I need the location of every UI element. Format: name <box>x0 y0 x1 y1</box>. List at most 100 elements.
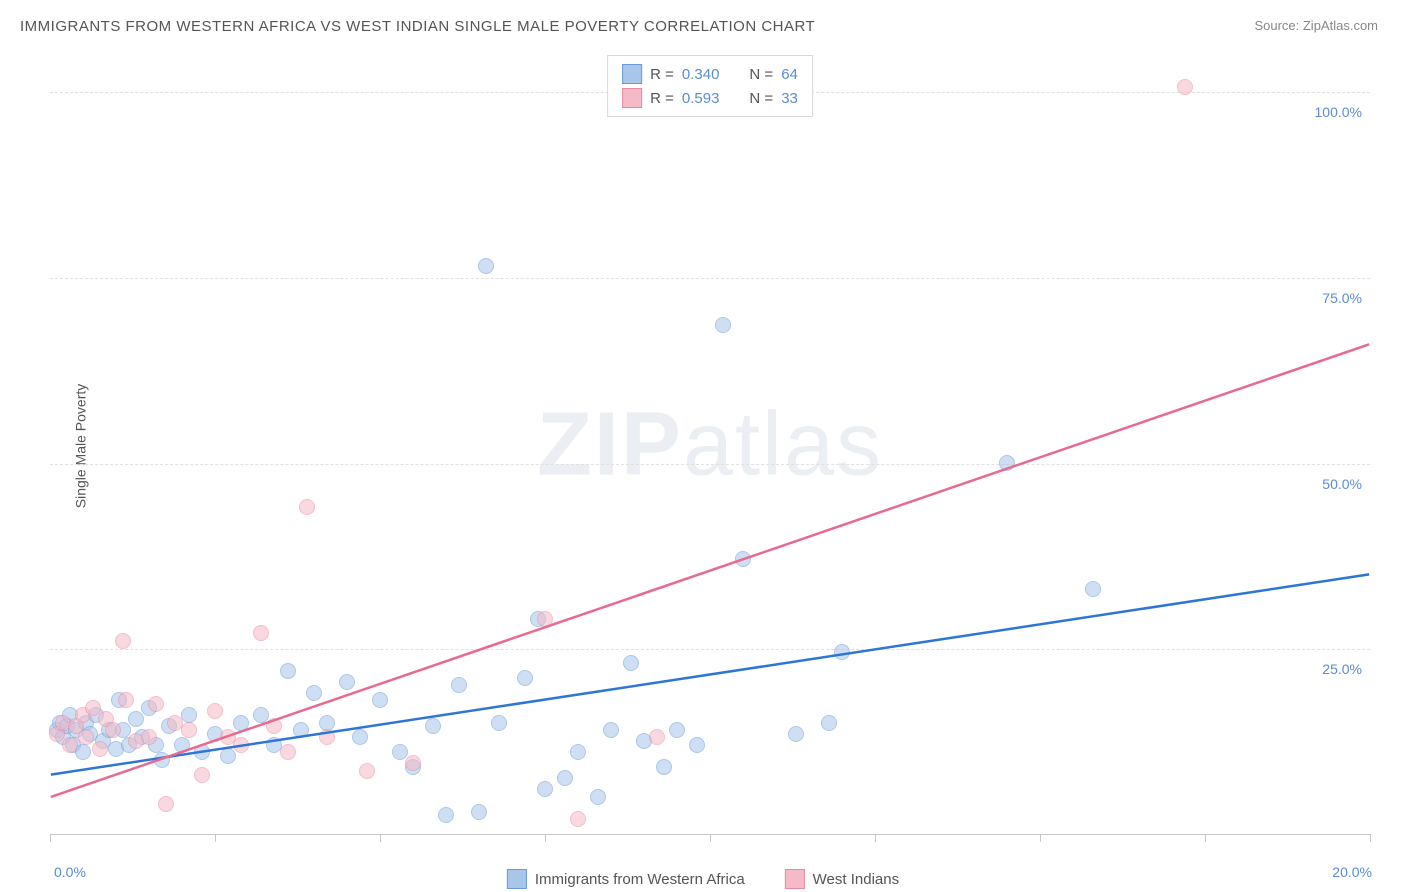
data-point <box>405 755 421 771</box>
data-point <box>537 611 553 627</box>
legend-label-2: West Indians <box>813 871 899 888</box>
data-point <box>293 722 309 738</box>
legend-n-label: N = <box>749 90 773 107</box>
data-point <box>181 722 197 738</box>
data-point <box>603 722 619 738</box>
x-tick-min: 0.0% <box>54 864 86 880</box>
gridline <box>50 464 1370 465</box>
data-point <box>233 737 249 753</box>
data-point <box>623 655 639 671</box>
legend-n-label: N = <box>749 66 773 83</box>
data-point <box>194 744 210 760</box>
data-point <box>78 729 94 745</box>
legend-item-1: Immigrants from Western Africa <box>507 869 745 889</box>
legend-n-value-1: 64 <box>781 66 798 83</box>
swatch-series1 <box>622 64 642 84</box>
data-point <box>154 752 170 768</box>
data-point <box>570 811 586 827</box>
legend-label-1: Immigrants from Western Africa <box>535 871 745 888</box>
data-point <box>148 696 164 712</box>
legend-r-label: R = <box>650 66 674 83</box>
data-point <box>174 737 190 753</box>
data-point <box>339 674 355 690</box>
x-tick <box>1370 834 1371 842</box>
data-point <box>372 692 388 708</box>
y-tick-label: 75.0% <box>1322 290 1362 306</box>
data-point <box>207 703 223 719</box>
data-point <box>105 722 121 738</box>
data-point <box>253 707 269 723</box>
gridline <box>50 649 1370 650</box>
data-point <box>141 729 157 745</box>
data-point <box>115 633 131 649</box>
data-point <box>821 715 837 731</box>
data-point <box>299 499 315 515</box>
data-point <box>233 715 249 731</box>
x-tick <box>1040 834 1041 842</box>
legend-n-value-2: 33 <box>781 90 798 107</box>
data-point <box>118 692 134 708</box>
x-tick-max: 20.0% <box>1332 864 1372 880</box>
data-point <box>451 677 467 693</box>
data-point <box>392 744 408 760</box>
data-point <box>425 718 441 734</box>
legend-correlation: R = 0.340 N = 64 R = 0.593 N = 33 <box>607 55 813 117</box>
x-tick <box>50 834 51 842</box>
data-point <box>319 715 335 731</box>
data-point <box>194 767 210 783</box>
data-point <box>834 644 850 660</box>
data-point <box>788 726 804 742</box>
x-tick <box>1205 834 1206 842</box>
data-point <box>85 700 101 716</box>
data-point <box>537 781 553 797</box>
data-point <box>557 770 573 786</box>
source-label: Source: ZipAtlas.com <box>1254 18 1378 33</box>
data-point <box>220 748 236 764</box>
data-point <box>1177 79 1193 95</box>
data-point <box>478 258 494 274</box>
data-point <box>158 796 174 812</box>
gridline <box>50 278 1370 279</box>
data-point <box>517 670 533 686</box>
data-point <box>656 759 672 775</box>
plot-area: ZIPatlas 25.0%50.0%75.0%100.0% R = 0.340… <box>50 55 1370 835</box>
data-point <box>1085 581 1101 597</box>
data-point <box>253 625 269 641</box>
data-point <box>570 744 586 760</box>
data-point <box>689 737 705 753</box>
swatch-series2-b <box>785 869 805 889</box>
data-point <box>735 551 751 567</box>
legend-row-series2: R = 0.593 N = 33 <box>622 86 798 110</box>
swatch-series1-b <box>507 869 527 889</box>
data-point <box>62 737 78 753</box>
x-tick <box>710 834 711 842</box>
legend-row-series1: R = 0.340 N = 64 <box>622 62 798 86</box>
plot-inner: 25.0%50.0%75.0%100.0% <box>50 55 1370 834</box>
data-point <box>280 663 296 679</box>
data-point <box>359 763 375 779</box>
data-point <box>280 744 296 760</box>
legend-r-label: R = <box>650 90 674 107</box>
x-tick <box>215 834 216 842</box>
chart-title: IMMIGRANTS FROM WESTERN AFRICA VS WEST I… <box>20 18 815 35</box>
x-tick <box>380 834 381 842</box>
data-point <box>491 715 507 731</box>
data-point <box>266 718 282 734</box>
x-tick <box>545 834 546 842</box>
data-point <box>92 741 108 757</box>
x-tick <box>875 834 876 842</box>
data-point <box>128 711 144 727</box>
legend-r-value-1: 0.340 <box>682 66 720 83</box>
legend-item-2: West Indians <box>785 869 899 889</box>
data-point <box>649 729 665 745</box>
legend-r-value-2: 0.593 <box>682 90 720 107</box>
swatch-series2 <box>622 88 642 108</box>
data-point <box>590 789 606 805</box>
data-point <box>999 455 1015 471</box>
data-point <box>306 685 322 701</box>
data-point <box>715 317 731 333</box>
data-point <box>319 729 335 745</box>
legend-series: Immigrants from Western Africa West Indi… <box>507 869 899 889</box>
data-point <box>669 722 685 738</box>
y-tick-label: 100.0% <box>1315 104 1362 120</box>
